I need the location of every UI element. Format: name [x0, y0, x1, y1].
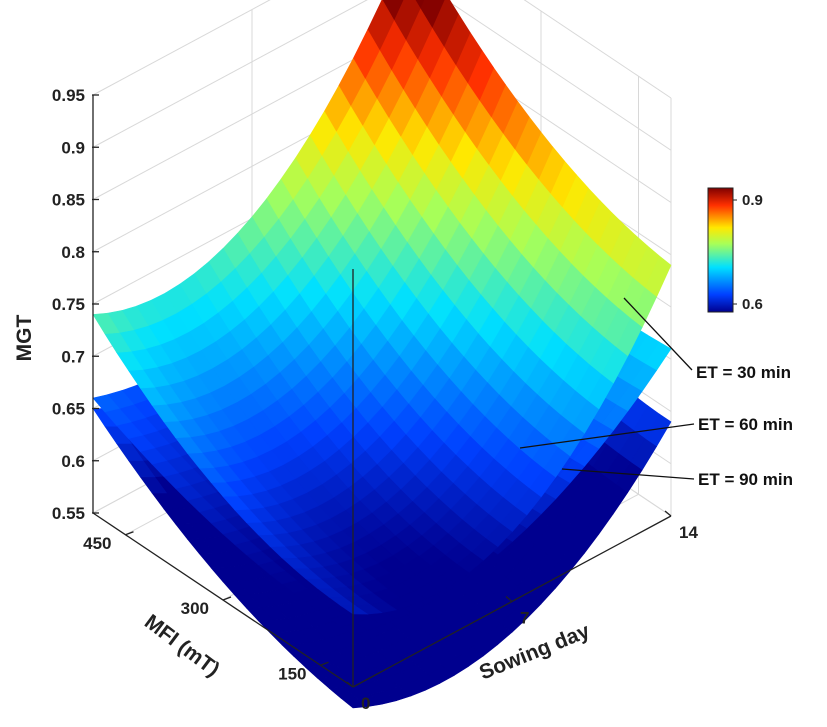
z-tick-label: 0.7 [61, 347, 85, 366]
day-tick-mark [505, 596, 513, 602]
surface-patch [92, 394, 120, 413]
z-tick-label: 0.85 [52, 191, 85, 210]
annotation-et90: ET = 90 min [698, 470, 793, 489]
z-tick-label: 0.6 [61, 452, 85, 471]
z-tick-label: 0.55 [52, 504, 85, 523]
mfi-tick-label: 300 [181, 599, 209, 618]
series-annotations: ET = 30 min ET = 60 min ET = 90 min [519, 297, 793, 489]
day-tick-label: 0 [361, 694, 370, 713]
surface-patch [92, 312, 120, 335]
annotation-et30: ET = 30 min [696, 363, 791, 382]
annotation-line-et60 [519, 423, 695, 449]
mfi-tick-mark [320, 661, 329, 666]
mfi-tick-mark [125, 531, 134, 536]
z-tick-label: 0.8 [61, 243, 85, 262]
day-tick-mark [664, 510, 672, 517]
z-tick-label: 0.9 [61, 138, 85, 157]
z-tick-label: 0.65 [52, 400, 85, 419]
axes: 0.95 0.9 0.85 0.8 0.75 0.7 0.65 0.6 0.55 450 300 15… [52, 86, 699, 713]
annotation-line-et30 [623, 297, 693, 371]
day-tick-mark [346, 681, 354, 688]
colorbar-max-label: 0.9 [742, 192, 763, 209]
annotation-et60: ET = 60 min [698, 415, 793, 434]
day-tick-label: 14 [679, 523, 698, 542]
day-tick-label: 7 [520, 609, 529, 628]
z-tick-label: 0.75 [52, 295, 85, 314]
colorbar: 0.9 0.6 [707, 187, 763, 313]
surfaces [92, 0, 672, 709]
mfi-tick-mark [222, 596, 232, 601]
z-axis-title: MGT [13, 315, 36, 362]
mfi-axis-title: MFI (mT) [140, 610, 224, 681]
z-tick-label: 0.95 [52, 86, 85, 105]
surface-et-30-min [92, 0, 672, 615]
colorbar-gradient [707, 187, 734, 313]
mfi-tick-label: 150 [278, 664, 306, 683]
mfi-tick-label: 450 [83, 534, 111, 553]
annotation-line-et90 [561, 468, 695, 480]
colorbar-min-label: 0.6 [742, 296, 763, 313]
